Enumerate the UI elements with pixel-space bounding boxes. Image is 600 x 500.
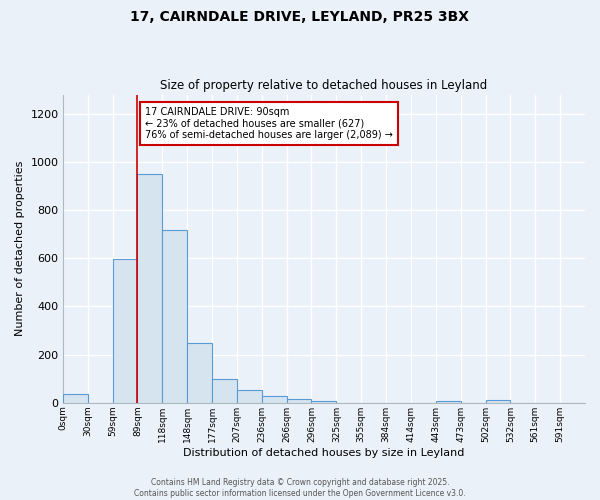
Bar: [287, 399, 311, 403]
X-axis label: Distribution of detached houses by size in Leyland: Distribution of detached houses by size …: [183, 448, 464, 458]
Bar: [262, 396, 287, 403]
Bar: [113, 259, 137, 403]
Bar: [212, 378, 237, 403]
Bar: [485, 400, 511, 403]
Bar: [63, 394, 88, 403]
Text: 17 CAIRNDALE DRIVE: 90sqm
← 23% of detached houses are smaller (627)
76% of semi: 17 CAIRNDALE DRIVE: 90sqm ← 23% of detac…: [145, 106, 393, 140]
Text: Contains HM Land Registry data © Crown copyright and database right 2025.
Contai: Contains HM Land Registry data © Crown c…: [134, 478, 466, 498]
Bar: [187, 343, 212, 403]
Text: 17, CAIRNDALE DRIVE, LEYLAND, PR25 3BX: 17, CAIRNDALE DRIVE, LEYLAND, PR25 3BX: [131, 10, 470, 24]
Bar: [237, 390, 262, 403]
Bar: [436, 401, 461, 403]
Y-axis label: Number of detached properties: Number of detached properties: [15, 161, 25, 336]
Bar: [137, 174, 163, 403]
Title: Size of property relative to detached houses in Leyland: Size of property relative to detached ho…: [160, 79, 488, 92]
Bar: [163, 230, 187, 403]
Bar: [311, 401, 337, 403]
